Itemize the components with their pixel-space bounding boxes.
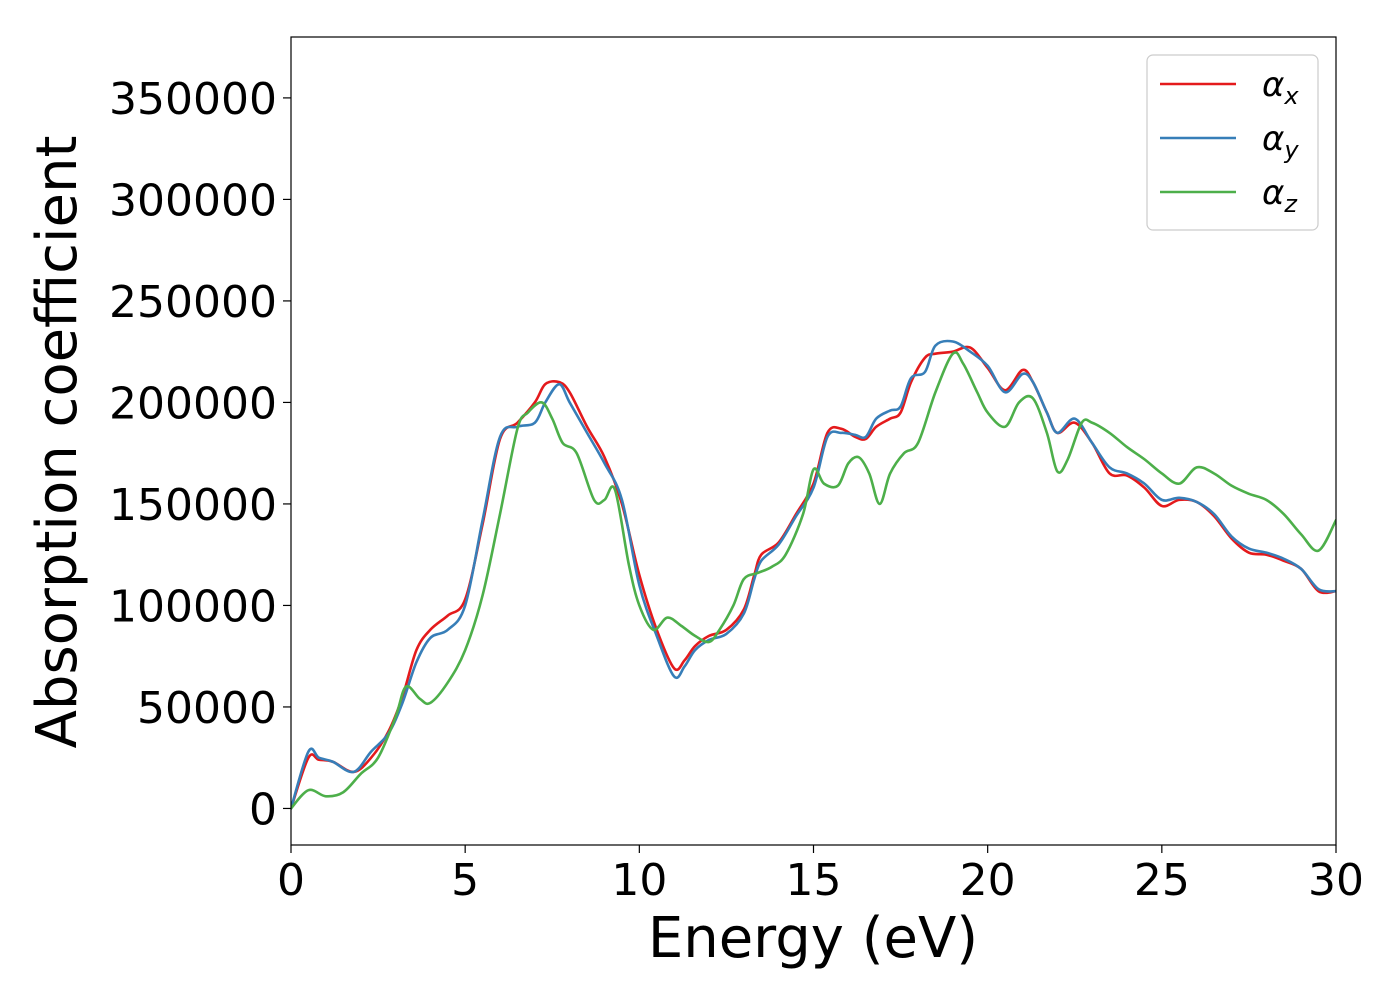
x-tick-label: 25	[1134, 855, 1190, 906]
y-tick-label: 250000	[109, 277, 277, 328]
y-tick-label: 300000	[109, 175, 277, 226]
y-tick-label: 200000	[109, 378, 277, 429]
x-tick-label: 20	[960, 855, 1016, 906]
x-axis-title: Energy (eV)	[648, 906, 978, 971]
x-tick-label: 30	[1308, 855, 1364, 906]
x-axis: 0 5 10 15 20 25 30	[277, 845, 1364, 906]
y-axis-title: Absorption coefficient	[25, 136, 90, 749]
series-line-y	[291, 339, 1336, 810]
y-tick-label: 50000	[137, 683, 277, 734]
x-tick-label: 0	[277, 855, 305, 906]
x-tick-label: 10	[611, 855, 667, 906]
y-axis: 0 50000 100000 150000 200000 250000 300000 3500…	[109, 74, 291, 835]
y-tick-label: 0	[249, 784, 277, 835]
x-tick-label: 5	[451, 855, 479, 906]
y-tick-label: 100000	[109, 581, 277, 632]
legend-box	[1146, 54, 1319, 231]
legend-label-x: αx	[1262, 65, 1299, 110]
legend-label-z: αz	[1262, 173, 1298, 218]
y-tick-label: 150000	[109, 480, 277, 531]
legend-label-y: αy	[1262, 119, 1299, 164]
series-line-z	[291, 351, 1336, 810]
x-tick-label: 15	[786, 855, 842, 906]
y-tick-label: 350000	[109, 74, 277, 125]
legend: αx αy αz	[1146, 54, 1319, 231]
